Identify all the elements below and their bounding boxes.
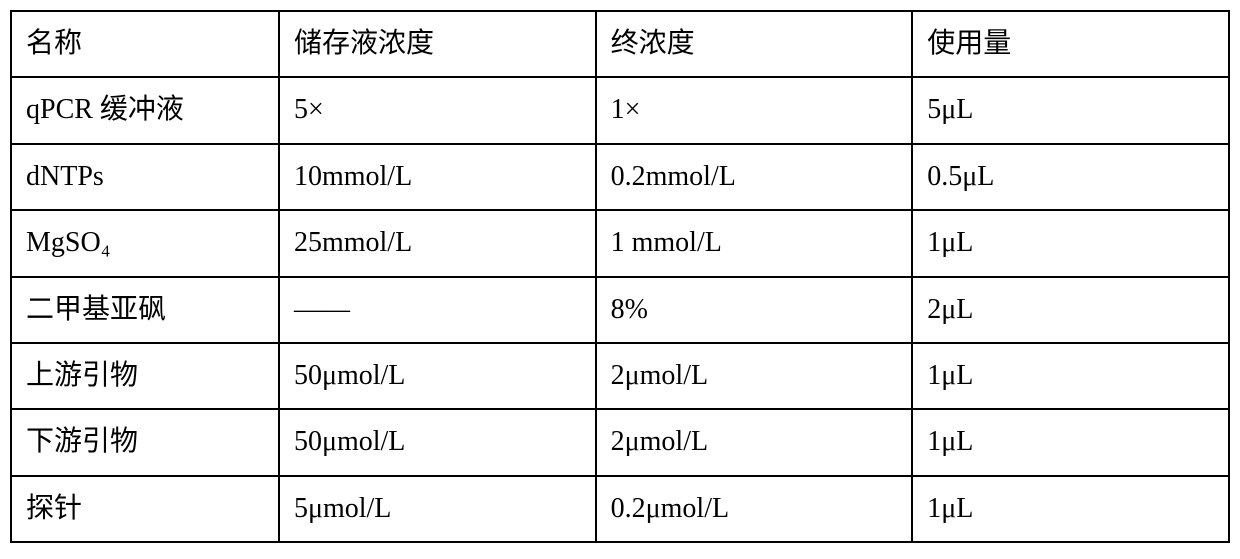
cell-final: 2μmol/L — [596, 343, 913, 409]
cell-stock: —— — [279, 277, 596, 343]
cell-name: qPCR 缓冲液 — [11, 77, 279, 143]
cell-stock: 25mmol/L — [279, 210, 596, 276]
col-header-name: 名称 — [11, 11, 279, 77]
cell-amount: 2μL — [912, 277, 1229, 343]
table-header-row: 名称 储存液浓度 终浓度 使用量 — [11, 11, 1229, 77]
cell-name: 探针 — [11, 476, 279, 542]
cell-name: 二甲基亚砜 — [11, 277, 279, 343]
cell-final: 0.2mmol/L — [596, 144, 913, 210]
cell-name: MgSO₄ — [11, 210, 279, 276]
cell-stock: 5μmol/L — [279, 476, 596, 542]
cell-stock: 50μmol/L — [279, 343, 596, 409]
cell-amount: 1μL — [912, 409, 1229, 475]
reagent-table: 名称 储存液浓度 终浓度 使用量 qPCR 缓冲液 5× 1× 5μL dNTP… — [10, 10, 1230, 543]
cell-stock: 10mmol/L — [279, 144, 596, 210]
cell-amount: 1μL — [912, 210, 1229, 276]
table-row: dNTPs 10mmol/L 0.2mmol/L 0.5μL — [11, 144, 1229, 210]
cell-final: 8% — [596, 277, 913, 343]
cell-amount: 0.5μL — [912, 144, 1229, 210]
cell-final: 1 mmol/L — [596, 210, 913, 276]
cell-amount: 5μL — [912, 77, 1229, 143]
col-header-amount: 使用量 — [912, 11, 1229, 77]
table-row: qPCR 缓冲液 5× 1× 5μL — [11, 77, 1229, 143]
table-row: 上游引物 50μmol/L 2μmol/L 1μL — [11, 343, 1229, 409]
cell-stock: 50μmol/L — [279, 409, 596, 475]
cell-amount: 1μL — [912, 476, 1229, 542]
table-row: 二甲基亚砜 —— 8% 2μL — [11, 277, 1229, 343]
cell-name: dNTPs — [11, 144, 279, 210]
cell-final: 0.2μmol/L — [596, 476, 913, 542]
cell-name: 上游引物 — [11, 343, 279, 409]
cell-amount: 1μL — [912, 343, 1229, 409]
cell-final: 1× — [596, 77, 913, 143]
cell-name: 下游引物 — [11, 409, 279, 475]
table-row: 探针 5μmol/L 0.2μmol/L 1μL — [11, 476, 1229, 542]
col-header-stock: 储存液浓度 — [279, 11, 596, 77]
table-row: MgSO₄ 25mmol/L 1 mmol/L 1μL — [11, 210, 1229, 276]
col-header-final: 终浓度 — [596, 11, 913, 77]
cell-stock: 5× — [279, 77, 596, 143]
cell-final: 2μmol/L — [596, 409, 913, 475]
table-row: 下游引物 50μmol/L 2μmol/L 1μL — [11, 409, 1229, 475]
